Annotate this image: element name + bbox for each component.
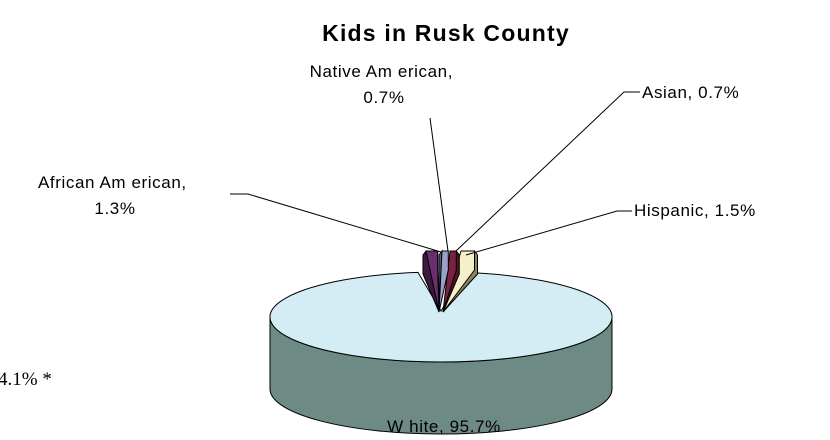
chart-title: Kids in Rusk County xyxy=(322,20,570,46)
pie-body xyxy=(269,249,613,435)
label-asian: Asian, 0.7% xyxy=(642,83,739,102)
slice-native-american xyxy=(438,250,449,313)
label-african-american: African Am erican, 1.3% xyxy=(38,173,192,218)
slice-asian xyxy=(442,250,457,313)
label-white: W hite, 95.7% xyxy=(387,417,501,436)
label-native-american: Native Am erican, 0.7% xyxy=(310,62,459,107)
leader-native-american xyxy=(429,117,449,252)
slice-african-american xyxy=(425,250,440,313)
leader-hispanic xyxy=(465,210,632,256)
slice-white xyxy=(269,271,613,363)
leader-african-american xyxy=(230,193,442,253)
side-note: 4.1% * xyxy=(0,369,52,390)
label-hispanic: Hispanic, 1.5% xyxy=(634,201,756,220)
leader-asian xyxy=(455,91,640,252)
